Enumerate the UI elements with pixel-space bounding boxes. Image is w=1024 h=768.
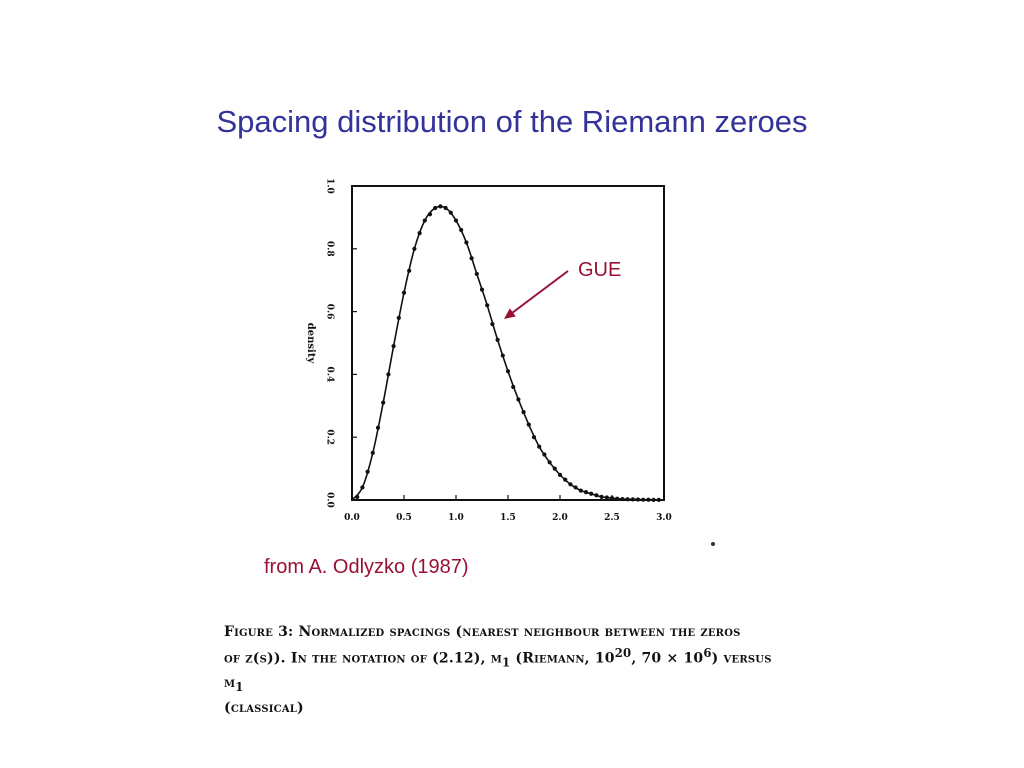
- data-point: [656, 497, 661, 503]
- caption-subscript: 1: [502, 655, 511, 670]
- x-tick-label: 0.0: [344, 513, 360, 523]
- data-point: [479, 287, 485, 292]
- plot-frame: [351, 185, 665, 501]
- data-point: [355, 494, 360, 499]
- y-tick-label: 0.6: [325, 304, 335, 320]
- data-point: [386, 372, 391, 377]
- x-tick-label: 2.5: [604, 513, 620, 523]
- x-tick-label: 0.5: [396, 513, 412, 523]
- x-tick-label: 1.5: [500, 513, 516, 523]
- data-point: [542, 452, 547, 457]
- caption-subscript: 1: [235, 680, 244, 695]
- data-point: [407, 268, 412, 273]
- caption-text: , 70 × 10: [631, 650, 704, 667]
- y-tick-label: 1.0: [325, 178, 335, 194]
- caption-superscript: 6: [703, 646, 712, 660]
- data-point: [375, 425, 381, 430]
- x-tick-label: 1.0: [448, 513, 464, 523]
- data-point: [381, 400, 386, 405]
- figure-caption-line-2: of ζ(s)). In the notation of (2.12), μ1 …: [224, 643, 794, 698]
- y-tick-label: 0.0: [325, 492, 335, 508]
- caption-text: (Riemann, 10: [510, 650, 615, 667]
- caption-text: ) versus μ: [224, 650, 772, 692]
- spacing-distribution-chart: 0.0 0.5 1.0 1.5 2.0 2.5 3.00.00.20.40.60.81.0 …: [305, 178, 672, 523]
- data-point: [578, 488, 583, 493]
- data-point: [547, 460, 552, 465]
- figure-caption-line-3: (classical): [224, 700, 304, 717]
- figure-caption-line-1: Figure 3: Normalized spacings (nearest n…: [224, 624, 741, 640]
- data-point: [594, 493, 599, 498]
- data-point: [641, 497, 646, 502]
- data-point: [401, 290, 407, 295]
- caption-superscript: 20: [614, 646, 632, 660]
- annotation-arrow-head: [504, 308, 516, 319]
- data-point: [490, 322, 495, 327]
- data-point: [365, 469, 370, 474]
- x-tick-label: 2.0: [552, 513, 568, 523]
- data-point: [370, 450, 375, 455]
- data-point: [453, 218, 459, 223]
- data-point: [505, 369, 511, 374]
- data-point: [630, 497, 635, 502]
- annotation-arrow: [509, 270, 569, 316]
- source-citation: from A. Odlyzko (1987): [264, 556, 469, 578]
- figure-caption: Figure 3: Normalized spacings (nearest n…: [224, 622, 794, 719]
- data-point: [448, 210, 453, 215]
- data-point: [417, 231, 422, 236]
- data-point: [531, 435, 537, 440]
- caption-text: of ζ(s)). In the notation of (2.12), μ: [224, 650, 503, 667]
- data-point: [563, 477, 568, 482]
- data-point: [615, 496, 620, 501]
- data-point: [412, 246, 417, 251]
- data-point: [500, 353, 505, 358]
- data-point: [516, 397, 521, 402]
- scan-speck: [711, 542, 715, 546]
- data-point: [651, 497, 656, 502]
- data-point: [422, 218, 427, 223]
- data-point: [438, 204, 443, 209]
- data-point: [396, 315, 401, 320]
- data-point: [427, 212, 433, 217]
- y-tick-label: 0.4: [325, 367, 335, 383]
- slide-title: Spacing distribution of the Riemann zero…: [216, 104, 808, 139]
- data-point: [583, 490, 589, 495]
- data-point: [552, 466, 557, 471]
- data-point: [433, 205, 438, 211]
- data-point: [459, 227, 464, 233]
- data-point: [526, 422, 531, 427]
- data-point: [557, 472, 563, 477]
- data-point: [604, 495, 609, 500]
- data-point: [646, 497, 651, 502]
- data-point: [521, 409, 526, 415]
- data-point: [599, 494, 604, 499]
- data-point: [360, 485, 365, 490]
- data-point: [537, 444, 542, 449]
- y-tick-label: 0.2: [325, 429, 335, 445]
- data-point: [573, 485, 578, 490]
- data-point: [635, 497, 641, 502]
- data-point: [485, 303, 490, 308]
- y-tick-label: 0.8: [325, 241, 335, 257]
- data-point: [625, 497, 630, 502]
- x-tick-label: 3.0: [656, 513, 672, 523]
- annotation-label-gue: GUE: [578, 259, 621, 281]
- data-point: [464, 240, 469, 245]
- data-point: [609, 496, 615, 501]
- data-point: [511, 384, 516, 390]
- data-point: [495, 337, 500, 342]
- y-axis-label: density: [305, 323, 316, 365]
- data-point: [469, 256, 474, 261]
- data-point: [589, 491, 594, 496]
- data-point: [620, 496, 625, 502]
- data-point: [443, 205, 448, 211]
- data-point: [391, 344, 396, 349]
- data-point: [474, 271, 479, 277]
- data-point: [568, 482, 573, 487]
- series-curve-gue: [351, 205, 665, 501]
